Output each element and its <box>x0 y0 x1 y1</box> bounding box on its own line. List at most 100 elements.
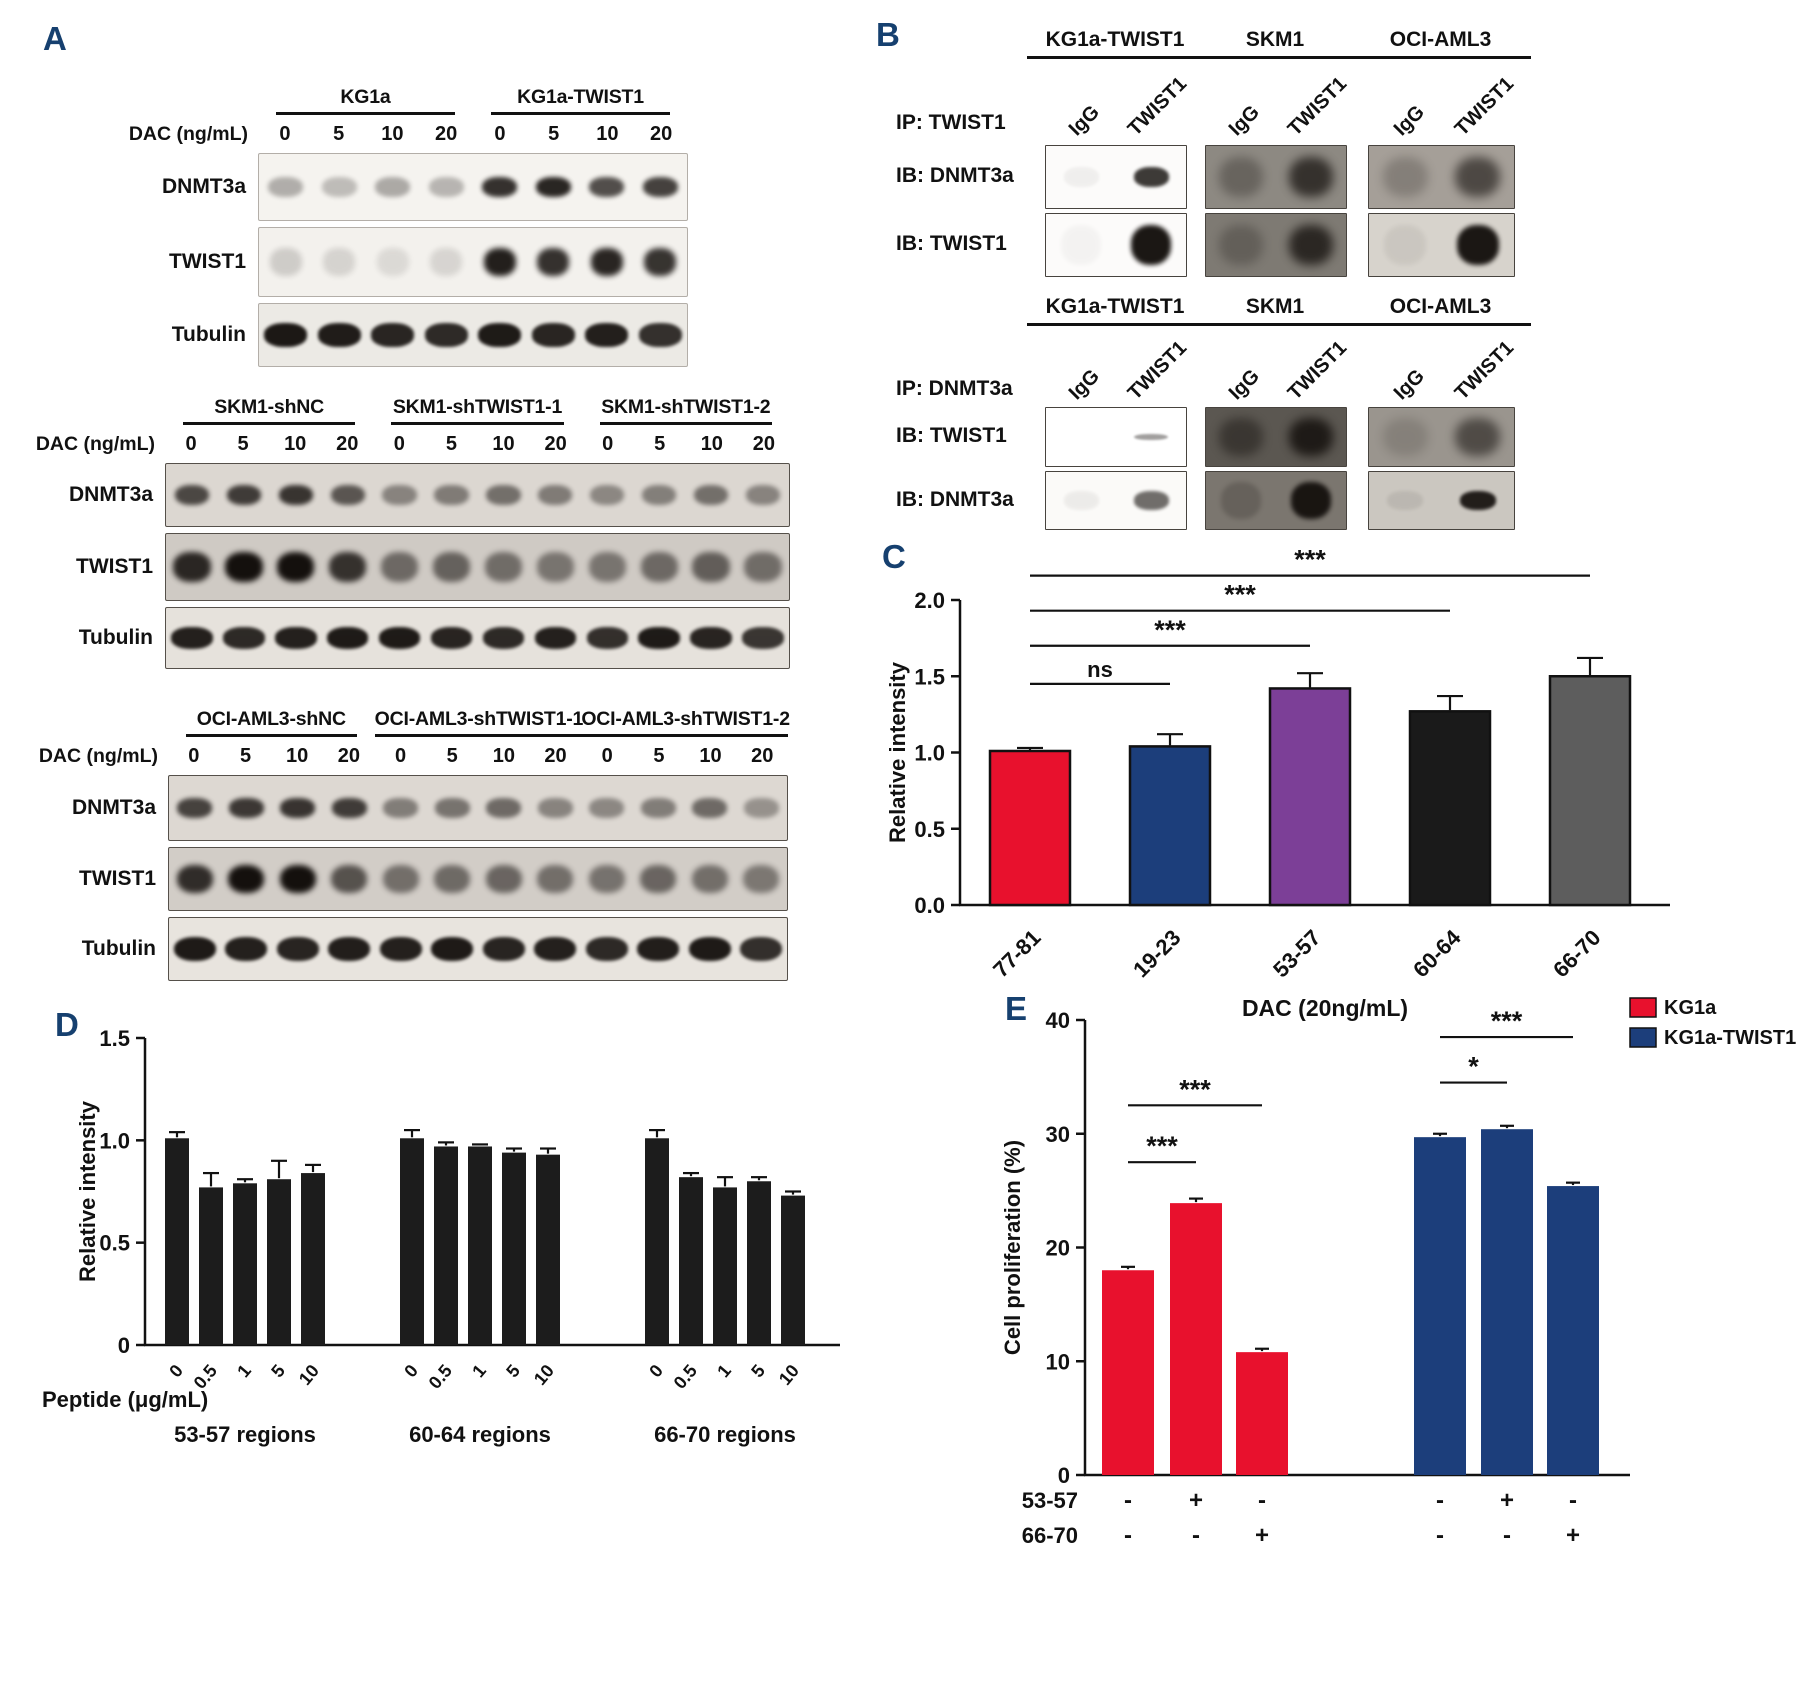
dose-value: 10 <box>492 744 515 767</box>
protein-band <box>743 864 780 894</box>
condition-row-label: 66-70 <box>1022 1523 1078 1548</box>
protein-band <box>589 798 625 818</box>
bar <box>165 1138 189 1345</box>
protein-band <box>226 485 261 505</box>
lane-label-igg: IgG <box>1065 365 1105 405</box>
legend-swatch-KG1a-TWIST1 <box>1629 1027 1657 1048</box>
protein-band <box>379 936 422 962</box>
blot-image-dnmt3a <box>168 775 788 841</box>
antibody-label: DNMT3a <box>161 175 246 198</box>
bar <box>679 1177 703 1345</box>
dose-axis-label: DAC (ng/mL) <box>38 744 158 767</box>
protein-band <box>430 627 473 649</box>
protein-band <box>1134 433 1168 441</box>
spacer <box>40 83 258 115</box>
lane-group-underline: OCI-AML3-shNC <box>186 708 357 737</box>
protein-band <box>329 552 367 582</box>
protein-band <box>434 485 469 505</box>
blot-image-tubulin <box>168 917 788 981</box>
protein-band <box>640 552 678 582</box>
bar <box>747 1181 771 1345</box>
protein-band <box>484 552 523 582</box>
significance-label: * <box>1468 1052 1479 1082</box>
y-tick-label: 1.0 <box>99 1128 130 1153</box>
antibody-label: TWIST1 <box>169 250 246 273</box>
panel-b-coip-blots: KG1a-TWIST1 SKM1 OCI-AML3 IgG TWIST1 IgG TWIST… <box>860 15 1799 545</box>
dose-value: 5 <box>446 744 458 767</box>
antibody-label: Tubulin <box>81 937 156 960</box>
coip-blot-box <box>1205 213 1347 277</box>
protein-band <box>482 627 525 649</box>
y-tick-label: 0.0 <box>914 893 945 918</box>
lane-label-igg: IgG <box>1225 365 1265 405</box>
y-tick-label: 0 <box>1058 1463 1070 1488</box>
protein-band <box>275 627 317 649</box>
x-category-label: 19-23 <box>1128 925 1185 982</box>
protein-band <box>482 177 518 197</box>
spacer <box>40 393 165 425</box>
coip-blot-box <box>1205 407 1347 467</box>
lane-label-igg: IgG <box>1225 101 1265 141</box>
protein-band <box>690 627 732 649</box>
lane-label-twist1: TWIST1 <box>1123 72 1192 141</box>
dose-value: 0 <box>602 432 614 455</box>
protein-band <box>223 627 265 649</box>
coip-blot-box <box>1045 471 1187 530</box>
lane-group-header: OCI-AML3-shTWIST1-2 <box>581 708 790 737</box>
protein-band <box>588 864 625 894</box>
protein-band <box>590 248 623 276</box>
significance-label: *** <box>1179 1074 1211 1104</box>
ib-label: IB: TWIST1 <box>896 424 1007 447</box>
protein-band <box>331 798 367 818</box>
protein-band <box>430 248 463 276</box>
protein-band <box>642 485 677 505</box>
condition-value: + <box>1255 1522 1269 1549</box>
panel-e-letter: E <box>1005 990 1028 1027</box>
protein-band <box>537 798 573 818</box>
dose-axis-label: DAC (ng/mL) <box>128 122 248 145</box>
bar-66-70 <box>1548 675 1632 907</box>
protein-band <box>280 798 316 818</box>
condition-value: + <box>1566 1522 1580 1549</box>
protein-band <box>1289 224 1333 266</box>
protein-band <box>1384 225 1427 265</box>
chart-title: DAC (20ng/mL) <box>1242 995 1408 1021</box>
panel-a-western-blots: KG1a KG1a-TWIST1 DAC (ng/mL) 0 5 10 20 0 5 10 20 DN… <box>36 15 850 981</box>
dose-value: 0 <box>279 122 291 145</box>
spacer <box>40 705 168 737</box>
lane-group-underline: SKM1-shTWIST1-1 <box>391 396 564 425</box>
y-tick-label: 1.5 <box>914 664 945 689</box>
bar <box>267 1179 291 1345</box>
bar-KG1a-TWIST1-2 <box>1481 1129 1533 1475</box>
coip-blot-box <box>1368 407 1515 467</box>
protein-band <box>225 552 263 582</box>
protein-band <box>328 936 371 962</box>
protein-band <box>323 248 356 276</box>
protein-band <box>380 552 419 582</box>
bar <box>502 1152 526 1345</box>
lane-group-underline: SKM1-shTWIST1-2 <box>599 396 772 425</box>
protein-band <box>378 627 421 649</box>
panel-c-letter: C <box>882 538 906 575</box>
protein-band <box>228 864 265 894</box>
condition-value: - <box>1124 1487 1132 1514</box>
bar <box>781 1195 805 1345</box>
protein-band <box>321 177 357 197</box>
protein-band <box>638 627 680 649</box>
protein-band <box>277 552 315 582</box>
lane-label-twist1: TWIST1 <box>1283 72 1352 141</box>
protein-band <box>743 798 779 818</box>
condition-value: + <box>1500 1487 1514 1514</box>
x-tick-label: 0 <box>645 1361 667 1382</box>
dose-value: 10 <box>286 744 309 767</box>
legend-swatch-KG1a <box>1629 997 1657 1018</box>
dose-value: 10 <box>492 432 515 455</box>
protein-band <box>1219 417 1263 457</box>
bar-KG1a-2 <box>1170 1203 1222 1475</box>
protein-band <box>534 627 577 649</box>
protein-band <box>692 552 730 582</box>
dose-value: 0 <box>393 432 405 455</box>
lane-group-header: SKM1-shTWIST1-1 <box>373 396 581 425</box>
protein-band <box>482 936 525 962</box>
